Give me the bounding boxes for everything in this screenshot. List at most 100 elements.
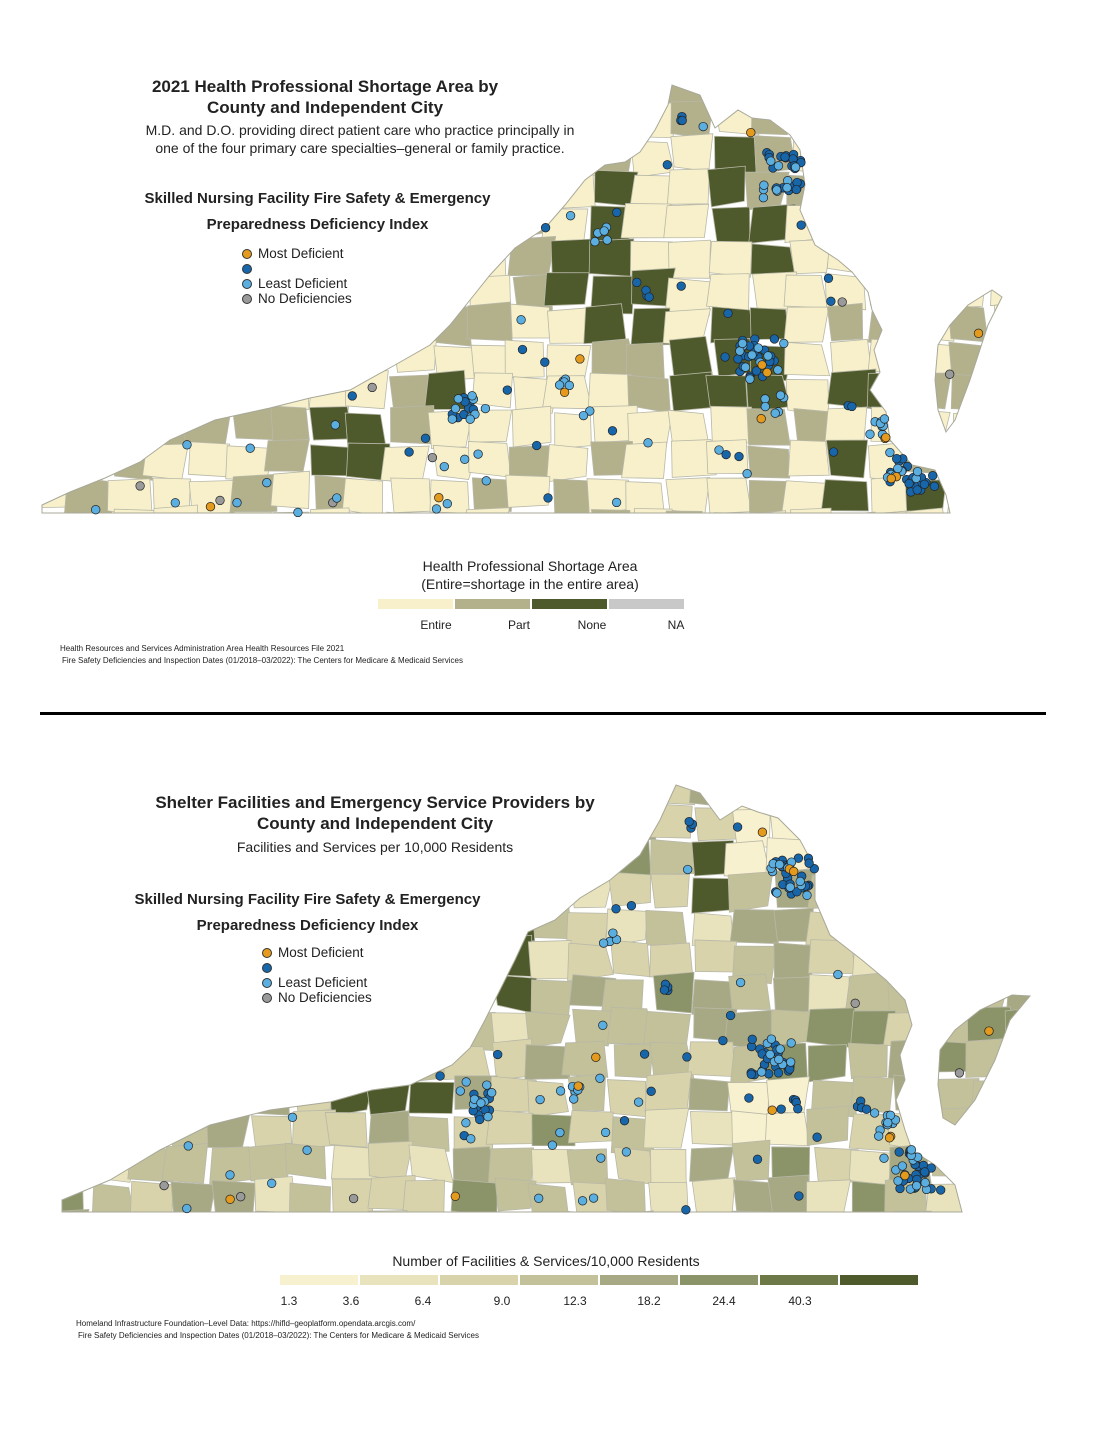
county-polygon [125, 1042, 174, 1081]
county-polygon [254, 1045, 297, 1079]
county-polygon [970, 1079, 1013, 1117]
county-polygon [527, 1183, 570, 1212]
county-polygon [125, 1077, 167, 1114]
county-polygon [212, 1007, 257, 1043]
county-polygon [666, 168, 710, 205]
mid-deficient-facility-point [929, 481, 940, 491]
mid-deficient-dot-icon [262, 962, 272, 973]
county-polygon [663, 203, 710, 239]
county-polygon [824, 406, 868, 443]
mid-deficient-facility-point [928, 471, 938, 481]
county-polygon [783, 306, 830, 343]
county-polygon [485, 1109, 534, 1145]
least-deficient-facility-point [480, 403, 491, 414]
least-deficient-facility-point [588, 1193, 599, 1203]
mid-deficient-facility-point [626, 901, 637, 911]
county-polygon [61, 445, 107, 483]
county-polygon [825, 439, 869, 479]
county-polygon [947, 475, 991, 513]
county-polygon [425, 512, 475, 513]
most-deficient-facility-point [450, 1191, 460, 1201]
county-polygon [463, 507, 510, 513]
most-deficient-facility-point [757, 360, 767, 370]
legend-swatch-3 [520, 1275, 598, 1285]
least-deficient-facility-point [182, 440, 192, 450]
county-polygon [342, 477, 384, 513]
county-polygon [926, 1218, 968, 1253]
county-polygon [466, 301, 513, 342]
county-polygon [42, 439, 76, 474]
legend-label-na: NA [667, 618, 685, 632]
county-polygon [806, 1213, 846, 1247]
county-polygon [942, 239, 991, 277]
county-polygon [952, 410, 992, 449]
least-deficient-facility-point [555, 1127, 565, 1138]
county-polygon [284, 1142, 327, 1180]
county-polygon [567, 1110, 614, 1144]
least-deficient-facility-point [869, 1108, 880, 1118]
mid-deficient-facility-point [659, 985, 670, 995]
county-polygon [866, 372, 913, 412]
county-polygon [363, 1210, 410, 1212]
county-polygon [348, 342, 388, 377]
facility-points [91, 111, 984, 518]
county-polygon [664, 277, 712, 317]
most-deficient-facility-point [757, 827, 768, 837]
mid-deficient-facility-point [681, 1205, 691, 1215]
most-deficient-facility-point [756, 414, 766, 424]
most-deficient-facility-point [591, 1052, 601, 1062]
county-polygon [847, 1042, 888, 1080]
mid-deficient-facility-point [725, 1010, 736, 1021]
county-polygon [928, 1008, 971, 1046]
county-polygon [264, 439, 310, 472]
county-polygon [822, 102, 874, 141]
mid-deficient-dot-icon [242, 263, 252, 274]
county-polygon [161, 1143, 209, 1184]
county-polygon [713, 512, 755, 513]
county-polygon [964, 943, 1013, 980]
county-polygon [689, 1146, 735, 1183]
county-polygon [992, 138, 1002, 178]
mid-deficient-facility-point [721, 449, 731, 460]
least-deficient-facility-point [554, 380, 565, 390]
county-polygon [728, 973, 771, 1010]
map1-color-legend [378, 599, 686, 609]
least-deficient-facility-point [460, 454, 470, 464]
least-deficient-facility-point [772, 888, 782, 898]
least-deficient-facility-point [483, 1112, 493, 1122]
county-polygon [544, 85, 582, 110]
county-polygon [390, 477, 432, 513]
county-polygon [62, 1075, 85, 1110]
mid-deficient-facility-point [682, 1052, 692, 1062]
least-deficient-facility-point [786, 1038, 796, 1048]
map2-legend-title: Number of Facilities & Services/10,000 R… [392, 1253, 700, 1269]
least-deficient-facility-point [262, 478, 272, 488]
county-polygon [931, 875, 972, 915]
county-polygon [504, 339, 545, 379]
least-deficient-facility-point [598, 938, 609, 948]
county-polygon [414, 1213, 458, 1247]
county-polygon [974, 807, 1016, 845]
county-polygon [687, 1041, 735, 1078]
legend-label-4: 12.3 [563, 1294, 587, 1308]
most-deficient-facility-point [984, 1026, 994, 1036]
county-polygon [82, 974, 127, 1012]
mid-deficient-facility-point [493, 1049, 503, 1060]
county-polygon [826, 169, 869, 202]
county-polygon [206, 1111, 251, 1149]
county-polygon [62, 1208, 90, 1212]
most-deficient-facility-point [900, 1170, 910, 1181]
county-polygon [492, 974, 538, 1014]
county-polygon [950, 374, 991, 411]
least-deficient-facility-point [912, 466, 923, 477]
county-polygon [687, 1215, 732, 1248]
county-polygon [227, 369, 278, 409]
county-polygon [94, 1218, 137, 1255]
county-polygon [886, 876, 932, 911]
most-deficient-facility-point [225, 1194, 235, 1204]
county-polygon [267, 372, 310, 412]
county-polygon [610, 939, 651, 978]
map1-legend-title: Health Professional Shortage Area (Entir… [330, 557, 730, 593]
map2-title: Shelter Facilities and Emergency Service… [100, 792, 650, 834]
county-polygon [1012, 875, 1030, 916]
